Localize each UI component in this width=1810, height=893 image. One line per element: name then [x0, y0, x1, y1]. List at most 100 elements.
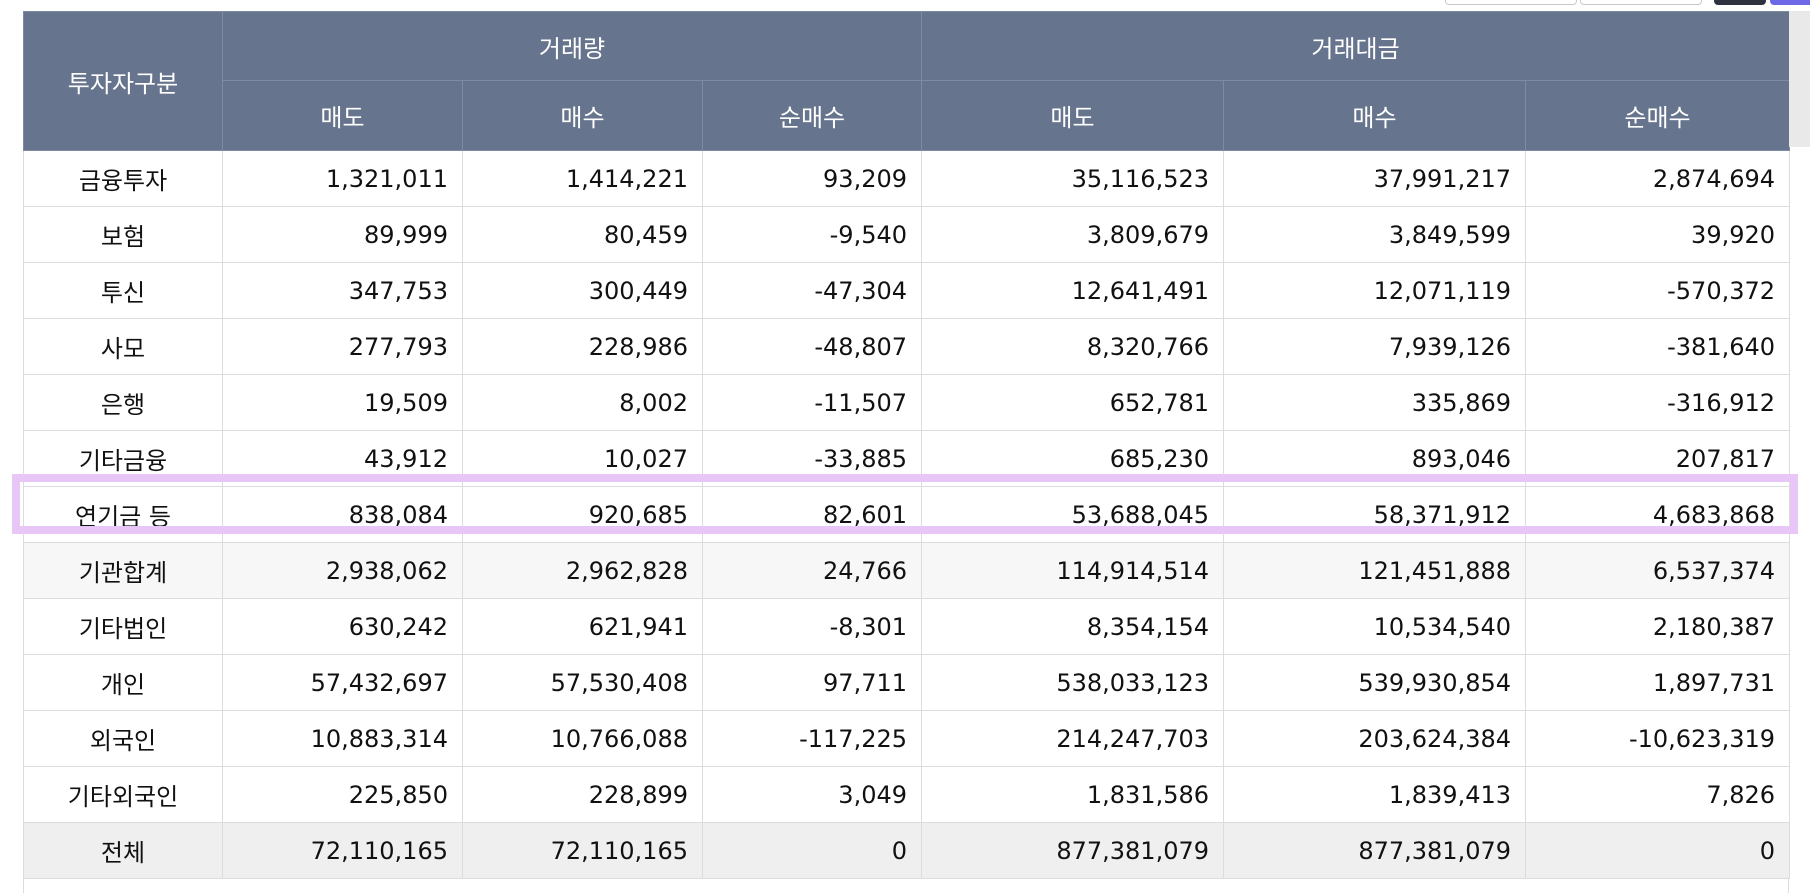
cell-a-buy: 893,046 [1223, 430, 1527, 487]
cell-v-sell: 19,509 [222, 374, 463, 431]
cell-a-sell: 114,914,514 [921, 542, 1225, 599]
cell-a-buy: 539,930,854 [1223, 654, 1527, 711]
cell-v-buy: 80,459 [462, 206, 703, 263]
top-control-button-1[interactable] [1445, 0, 1577, 5]
table-row: 기타법인 630,242 621,941 -8,301 8,354,154 10,534,… [23, 598, 1791, 655]
cell-v-buy: 920,685 [462, 486, 703, 543]
cell-a-buy: 12,071,119 [1223, 262, 1527, 319]
cell-v-net: -48,807 [701, 318, 923, 375]
cell-a-net: 6,537,374 [1525, 542, 1791, 599]
cell-a-sell: 877,381,079 [921, 822, 1225, 879]
cell-a-net: 7,826 [1525, 766, 1791, 823]
header-value-buy: 매수 [1223, 80, 1527, 151]
investor-trading-table: 투자자구분 거래량 거래대금 매도 매수 순매수 매도 매수 순매수 금융투자 1… [23, 11, 1791, 879]
cell-v-net: -33,885 [701, 430, 923, 487]
row-label: 기관합계 [23, 542, 223, 599]
header-volume-group: 거래량 [221, 11, 923, 81]
cell-v-sell: 347,753 [222, 262, 463, 319]
cell-a-sell: 214,247,703 [921, 710, 1225, 767]
cell-a-buy: 203,624,384 [1223, 710, 1527, 767]
table-row: 투신 347,753 300,449 -47,304 12,641,491 12,071,… [23, 262, 1791, 319]
cell-a-buy: 10,534,540 [1223, 598, 1527, 655]
table-body: 금융투자 1,321,011 1,414,221 93,209 35,116,523 37… [23, 150, 1791, 879]
row-label: 전체 [23, 822, 223, 879]
table-row: 은행 19,509 8,002 -11,507 652,781 335,869 -316,9… [23, 374, 1791, 431]
cell-a-net: 207,817 [1525, 430, 1791, 487]
top-control-button-2[interactable] [1580, 0, 1702, 5]
table-row: 개인 57,432,697 57,530,408 97,711 538,033,123 5… [23, 654, 1791, 711]
cell-v-sell: 630,242 [222, 598, 463, 655]
table-row: 사모 277,793 228,986 -48,807 8,320,766 7,939,12… [23, 318, 1791, 375]
table-row: 연기금 등 838,084 920,685 82,601 53,688,045 58,37… [23, 486, 1791, 543]
table-bottom-edge [23, 879, 1789, 893]
cell-v-buy: 10,766,088 [462, 710, 703, 767]
table-row: 보험 89,999 80,459 -9,540 3,809,679 3,849,599 39… [23, 206, 1791, 263]
row-label: 투신 [23, 262, 223, 319]
cell-v-buy: 228,899 [462, 766, 703, 823]
row-label: 은행 [23, 374, 223, 431]
cell-v-buy: 8,002 [462, 374, 703, 431]
cell-v-sell: 1,321,011 [222, 150, 463, 207]
cell-v-sell: 57,432,697 [222, 654, 463, 711]
header-value-sell: 매도 [921, 80, 1225, 151]
vertical-scrollbar[interactable] [1789, 11, 1810, 147]
cell-a-buy: 7,939,126 [1223, 318, 1527, 375]
header-investor-type: 투자자구분 [23, 11, 223, 151]
table-header: 투자자구분 거래량 거래대금 매도 매수 순매수 매도 매수 순매수 [23, 11, 1791, 151]
cell-a-sell: 35,116,523 [921, 150, 1225, 207]
cell-a-sell: 8,320,766 [921, 318, 1225, 375]
cell-a-net: 2,180,387 [1525, 598, 1791, 655]
header-volume-buy: 매수 [462, 80, 703, 151]
cell-a-buy: 335,869 [1223, 374, 1527, 431]
cell-a-sell: 685,230 [921, 430, 1225, 487]
cell-a-buy: 37,991,217 [1223, 150, 1527, 207]
cell-a-net: -381,640 [1525, 318, 1791, 375]
cell-v-buy: 1,414,221 [462, 150, 703, 207]
row-label: 금융투자 [23, 150, 223, 207]
row-label: 보험 [23, 206, 223, 263]
cell-a-sell: 53,688,045 [921, 486, 1225, 543]
cell-v-net: 0 [701, 822, 923, 879]
table-row: 외국인 10,883,314 10,766,088 -117,225 214,247,7… [23, 710, 1791, 767]
table-row: 기관합계 2,938,062 2,962,828 24,766 114,914,514 1… [23, 542, 1791, 599]
row-label: 사모 [23, 318, 223, 375]
cell-v-buy: 621,941 [462, 598, 703, 655]
row-label: 기타외국인 [23, 766, 223, 823]
cell-a-sell: 538,033,123 [921, 654, 1225, 711]
cell-v-net: -9,540 [701, 206, 923, 263]
cell-a-net: 4,683,868 [1525, 486, 1791, 543]
row-label: 개인 [23, 654, 223, 711]
cell-a-buy: 121,451,888 [1223, 542, 1527, 599]
cell-v-net: 93,209 [701, 150, 923, 207]
cell-a-net: 1,897,731 [1525, 654, 1791, 711]
row-label: 기타법인 [23, 598, 223, 655]
cell-v-sell: 838,084 [222, 486, 463, 543]
cell-v-buy: 72,110,165 [462, 822, 703, 879]
cell-v-sell: 72,110,165 [222, 822, 463, 879]
cell-a-net: -10,623,319 [1525, 710, 1791, 767]
cell-v-buy: 57,530,408 [462, 654, 703, 711]
table-row: 금융투자 1,321,011 1,414,221 93,209 35,116,523 37… [23, 150, 1791, 207]
top-control-button-3[interactable] [1714, 0, 1766, 5]
cell-v-sell: 277,793 [222, 318, 463, 375]
cell-v-buy: 10,027 [462, 430, 703, 487]
cell-a-net: -316,912 [1525, 374, 1791, 431]
cell-a-sell: 12,641,491 [921, 262, 1225, 319]
row-label: 기타금융 [23, 430, 223, 487]
cell-v-sell: 225,850 [222, 766, 463, 823]
cell-v-buy: 300,449 [462, 262, 703, 319]
cell-a-sell: 1,831,586 [921, 766, 1225, 823]
cell-v-net: 3,049 [701, 766, 923, 823]
row-label: 연기금 등 [23, 486, 223, 543]
cell-a-net: -570,372 [1525, 262, 1791, 319]
top-control-button-4[interactable] [1770, 0, 1810, 5]
cell-v-net: 82,601 [701, 486, 923, 543]
header-value-net-buy: 순매수 [1525, 80, 1791, 151]
cell-v-sell: 10,883,314 [222, 710, 463, 767]
cell-v-net: 97,711 [701, 654, 923, 711]
cell-v-sell: 2,938,062 [222, 542, 463, 599]
header-volume-sell: 매도 [222, 80, 463, 151]
header-value-group: 거래대금 [921, 11, 1791, 81]
row-label: 외국인 [23, 710, 223, 767]
cell-v-net: -47,304 [701, 262, 923, 319]
